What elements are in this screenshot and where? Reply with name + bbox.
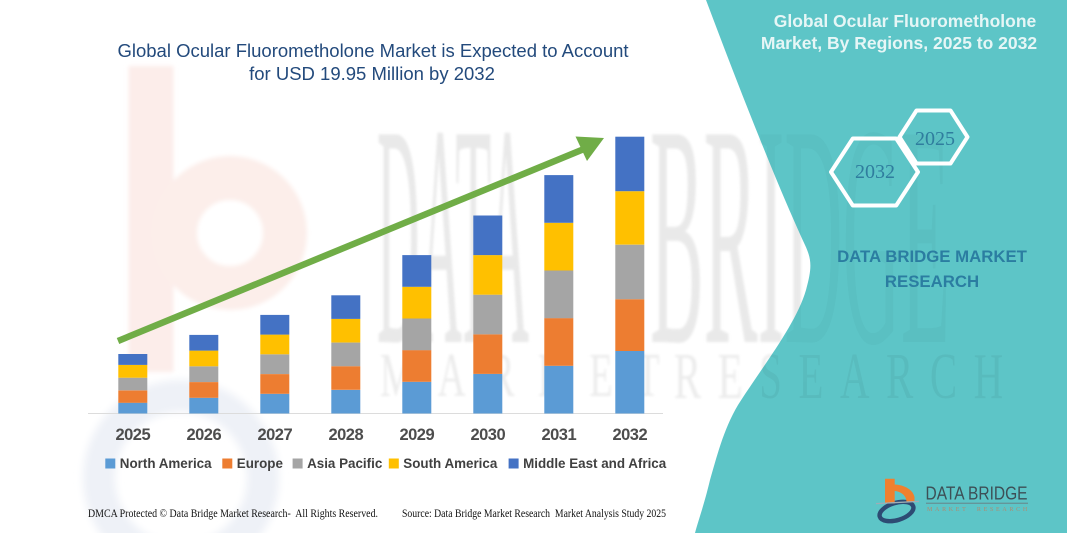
svg-text:Global Ocular Fluorometholone: Global Ocular Fluorometholone [774, 11, 1037, 31]
svg-text:Europe: Europe [237, 456, 283, 471]
svg-text:RESEARCH: RESEARCH [885, 272, 979, 291]
svg-text:2031: 2031 [541, 426, 576, 444]
svg-text:Middle East and Africa: Middle East and Africa [523, 456, 667, 471]
svg-text:DATA BRIDGE: DATA BRIDGE [926, 484, 1028, 504]
svg-text:Source: Data Bridge Market Res: Source: Data Bridge Market Research Mark… [402, 508, 666, 520]
svg-text:2032: 2032 [612, 426, 647, 444]
svg-text:2032: 2032 [855, 161, 895, 183]
svg-text:2027: 2027 [257, 426, 292, 444]
svg-text:2028: 2028 [328, 426, 363, 444]
svg-text:2026: 2026 [186, 426, 221, 444]
svg-text:Asia Pacific: Asia Pacific [307, 456, 383, 471]
svg-text:Market, By Regions, 2025 to 20: Market, By Regions, 2025 to 2032 [761, 33, 1037, 53]
svg-text:DMCA Protected © Data Bridge M: DMCA Protected © Data Bridge Market Rese… [88, 508, 378, 520]
svg-text:North America: North America [120, 456, 212, 471]
svg-text:2029: 2029 [399, 426, 434, 444]
svg-text:DATA BRIDGE MARKET: DATA BRIDGE MARKET [837, 247, 1028, 266]
svg-text:2025: 2025 [915, 128, 955, 150]
svg-text:for USD 19.95 Million by 2032: for USD 19.95 Million by 2032 [249, 63, 495, 84]
svg-text:South America: South America [403, 456, 498, 471]
svg-text:MARKET RESEARCH: MARKET RESEARCH [927, 507, 1030, 513]
svg-text:2025: 2025 [115, 426, 150, 444]
svg-text:Global Ocular Fluorometholone: Global Ocular Fluorometholone Market is … [117, 40, 628, 61]
svg-text:2030: 2030 [470, 426, 505, 444]
